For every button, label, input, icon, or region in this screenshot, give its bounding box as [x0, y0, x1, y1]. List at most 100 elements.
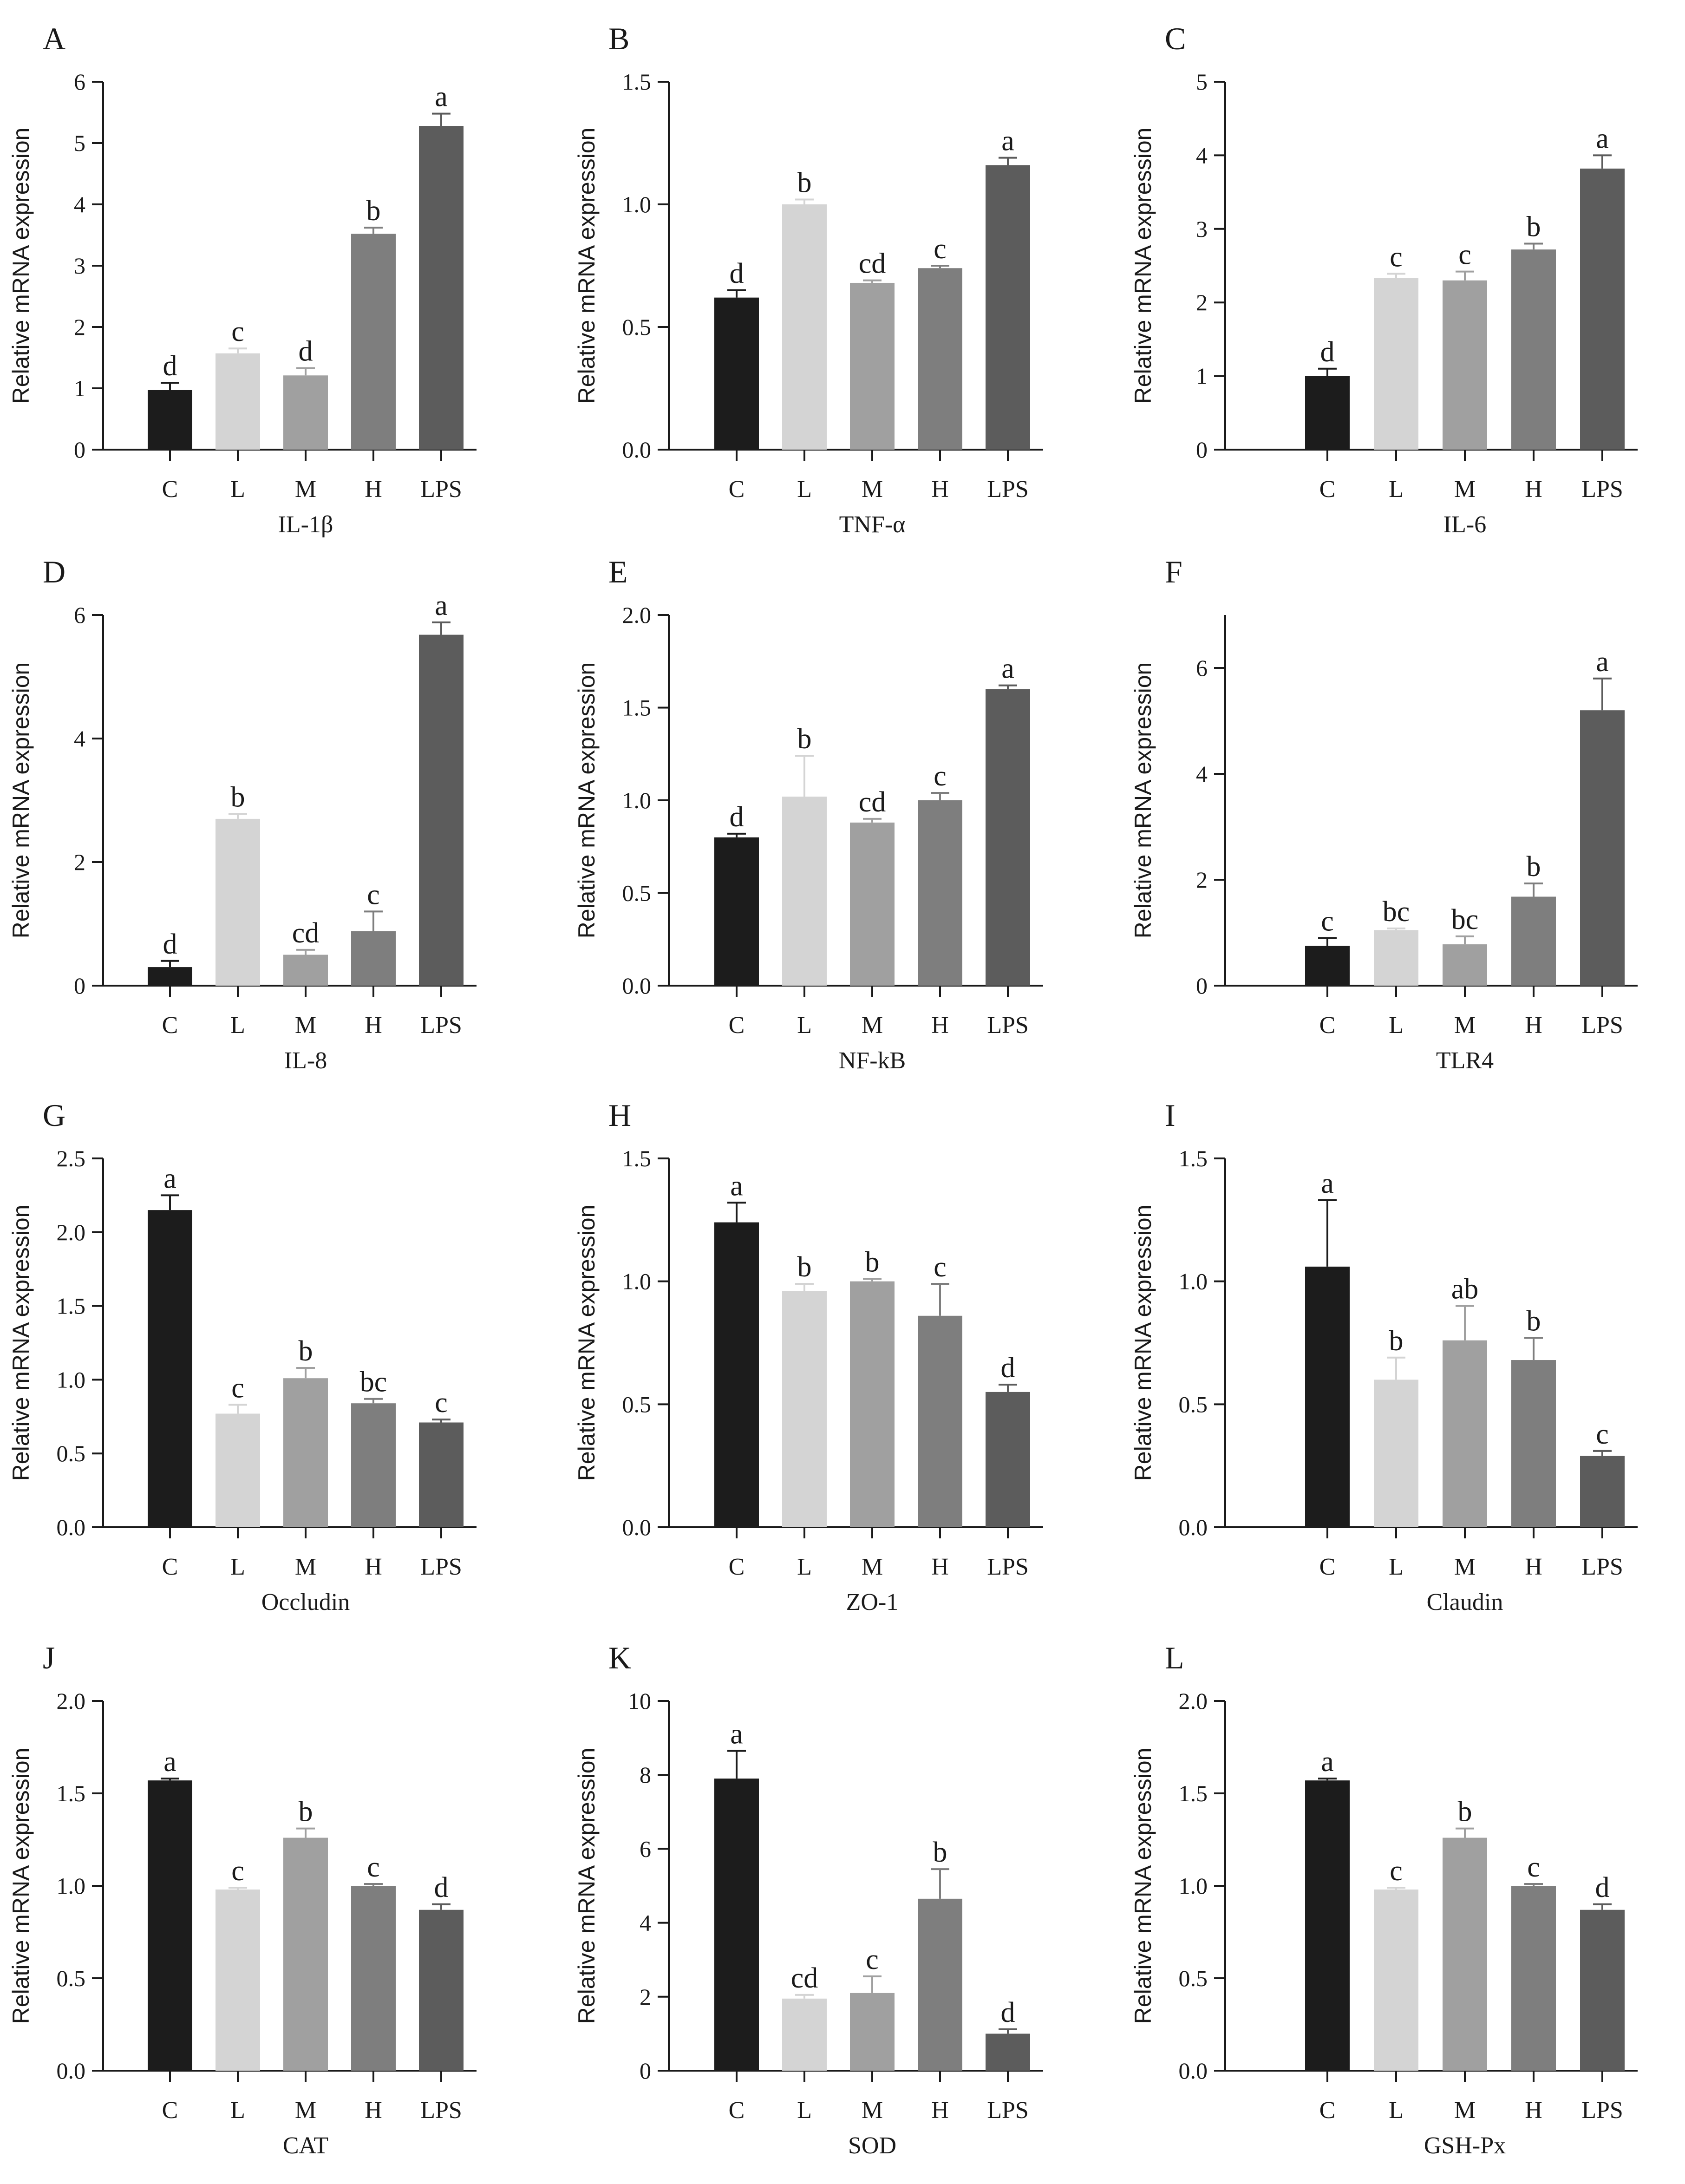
bar-l — [782, 797, 827, 986]
bar-c — [714, 297, 759, 450]
y-tick-label: 4 — [74, 191, 85, 217]
bar-lps — [1580, 710, 1625, 986]
bar-h — [351, 1403, 396, 1527]
y-tick-label: 2.0 — [1179, 1688, 1208, 1714]
x-axis-title: NF-kB — [839, 1047, 906, 1074]
bar-m — [1443, 1340, 1487, 1527]
bar-lps — [1580, 1456, 1625, 1527]
bar-l — [216, 1889, 260, 2071]
x-axis-title: IL-8 — [284, 1047, 327, 1074]
x-tick-label: M — [862, 1012, 883, 1039]
y-tick-label: 1.0 — [622, 787, 652, 813]
x-tick-label: L — [797, 1012, 812, 1039]
x-tick-label: C — [729, 1012, 745, 1039]
x-axis-title: IL-6 — [1443, 511, 1486, 538]
x-tick-label: H — [1525, 476, 1542, 503]
x-tick-label: M — [862, 2097, 883, 2124]
bar-lps — [419, 634, 464, 986]
significance-letter: b — [797, 1251, 812, 1283]
significance-letter: bc — [360, 1367, 387, 1398]
bar-m — [850, 1281, 895, 1527]
y-tick-label: 0.5 — [57, 1965, 86, 1991]
x-tick-label: LPS — [420, 1012, 462, 1039]
significance-letter: b — [231, 781, 245, 813]
x-tick-label: L — [1389, 476, 1404, 503]
y-axis-label: Relative mRNA expression — [8, 1205, 34, 1481]
significance-letter: c — [934, 1251, 947, 1283]
y-axis-label: Relative mRNA expression — [1130, 1205, 1156, 1481]
y-tick-label: 0.0 — [57, 1514, 86, 1540]
bar-m — [850, 282, 895, 450]
bar-h — [1511, 1886, 1556, 2071]
bar-h — [918, 268, 962, 450]
y-tick-label: 6 — [74, 602, 85, 628]
y-tick-label: 2.0 — [622, 602, 652, 628]
x-tick-label: M — [1454, 476, 1476, 503]
bar-m — [850, 822, 895, 986]
chart-panel-d: D Relative mRNA expression 0 2 4 6 d Cb Lcd Mc Ha L… — [8, 554, 477, 1074]
y-tick-label: 1.5 — [622, 69, 652, 95]
y-axis-label: Relative mRNA expression — [1130, 128, 1156, 404]
x-axis-title: SOD — [848, 2132, 896, 2159]
y-tick-label: 1.5 — [622, 695, 652, 721]
significance-letter: b — [865, 1246, 880, 1278]
chart-panel-b: B Relative mRNA expression 0.0 0.5 1.0 1.5 d Cb… — [574, 21, 1043, 538]
chart-panel-g: G Relative mRNA expression 0.0 0.5 1.0 1.5 2.0… — [8, 1098, 477, 1615]
y-axis-label: Relative mRNA expression — [8, 128, 34, 404]
significance-letter: c — [1390, 1855, 1403, 1887]
bar-l — [216, 1413, 260, 1527]
significance-letter: ab — [1451, 1274, 1479, 1305]
significance-letter: a — [1321, 1746, 1334, 1778]
chart-panel-l: L Relative mRNA expression 0.0 0.5 1.0 1.5 2.0… — [1130, 1640, 1638, 2159]
significance-letter: b — [933, 1837, 947, 1868]
significance-letter: cd — [791, 1962, 818, 1994]
y-tick-label: 8 — [640, 1762, 651, 1788]
x-tick-label: L — [797, 2097, 812, 2124]
x-tick-label: LPS — [1581, 1554, 1623, 1580]
x-tick-label: L — [1389, 2097, 1404, 2124]
y-tick-label: 1.5 — [1179, 1780, 1208, 1806]
x-tick-label: M — [295, 1554, 316, 1580]
significance-letter: cd — [859, 248, 886, 280]
y-tick-label: 6 — [640, 1836, 651, 1862]
y-tick-label: 3 — [1196, 216, 1208, 242]
significance-letter: b — [1458, 1796, 1472, 1828]
y-tick-label: 2.0 — [57, 1688, 86, 1714]
y-tick-label: 6 — [74, 69, 85, 95]
y-tick-label: 0 — [640, 2058, 651, 2084]
x-tick-label: C — [162, 1554, 178, 1580]
panel-letter: E — [608, 554, 628, 589]
bar-m — [850, 1993, 895, 2071]
bar-l — [1374, 278, 1418, 450]
bar-h — [351, 1886, 396, 2071]
bar-l — [216, 818, 260, 986]
significance-letter: b — [299, 1335, 313, 1367]
y-axis-label: Relative mRNA expression — [574, 1748, 600, 2024]
significance-letter: b — [1527, 211, 1541, 242]
chart-panel-k: K Relative mRNA expression 0 2 4 6 8 10 a Ccd Lc Mb… — [574, 1640, 1043, 2159]
bar-m — [1443, 280, 1487, 450]
x-tick-label: LPS — [1581, 2097, 1623, 2124]
y-tick-label: 4 — [640, 1910, 651, 1936]
y-tick-label: 2 — [640, 1984, 651, 2010]
y-tick-label: 0.5 — [622, 1391, 652, 1417]
y-tick-label: 0.0 — [57, 2058, 86, 2084]
significance-letter: a — [1001, 125, 1014, 157]
y-tick-label: 0.0 — [622, 437, 652, 463]
significance-letter: a — [730, 1170, 743, 1202]
significance-letter: c — [934, 233, 947, 265]
bar-lps — [986, 1392, 1030, 1527]
chart-panel-a: A Relative mRNA expression 0 1 2 3 4 5 6 d Cc Ld Mb H… — [8, 21, 477, 538]
bar-c — [148, 1780, 192, 2071]
bar-l — [216, 353, 260, 450]
significance-letter: c — [367, 879, 380, 910]
y-tick-label: 2 — [1196, 867, 1208, 893]
x-tick-label: H — [365, 2097, 382, 2124]
x-tick-label: L — [1389, 1012, 1404, 1039]
x-tick-label: C — [729, 476, 745, 503]
y-tick-label: 4 — [1196, 142, 1208, 168]
x-axis-title: ZO-1 — [846, 1589, 899, 1615]
panel-letter: A — [43, 21, 65, 56]
x-tick-label: LPS — [1581, 1012, 1623, 1039]
y-tick-label: 1.5 — [57, 1780, 86, 1806]
